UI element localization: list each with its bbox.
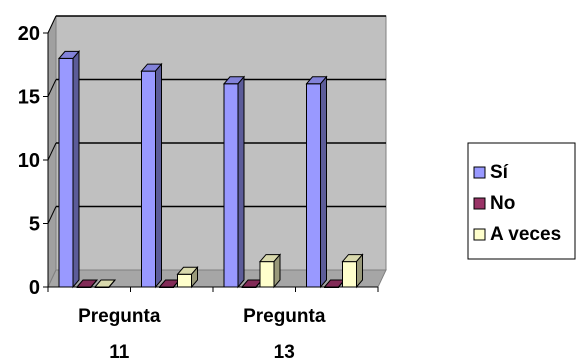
bar-side: [237, 75, 245, 289]
bar-0-3: [305, 75, 328, 289]
bar-2-1: [176, 265, 199, 289]
bar-2-3: [341, 253, 364, 289]
y-tick-label: 5: [29, 214, 40, 236]
gridline-diagonal: [47, 15, 57, 34]
bar-front: [58, 57, 74, 288]
bar-side: [90, 279, 98, 288]
gridline-diagonal: [47, 79, 57, 97]
bar-2-2: [258, 253, 282, 289]
bar-side: [191, 265, 198, 289]
y-axis-ticks: 0 5 10 15 20: [18, 23, 48, 299]
bar-0-2: [222, 75, 246, 289]
y-tick-label: 20: [18, 23, 40, 45]
gridline-diagonal: [47, 206, 57, 224]
legend-swatch-a-veces: [473, 228, 486, 241]
bar-front: [223, 83, 239, 288]
legend-swatch-si: [473, 166, 486, 179]
bar-front: [306, 83, 321, 288]
x-category-label: Pregunta: [243, 306, 326, 327]
legend: Sí No A veces: [467, 142, 576, 260]
bar-0-1: [140, 62, 163, 289]
legend-label-no: No: [490, 193, 515, 214]
bar-0-0: [57, 50, 81, 289]
bar-side: [72, 50, 80, 289]
bar-side: [155, 62, 162, 289]
x-axis-ticks: Pregunta 11 Pregunta 13: [47, 287, 379, 362]
bar-front: [177, 273, 192, 288]
x-category-label-line2: 13: [274, 342, 295, 362]
legend-box: [467, 142, 576, 260]
bar-front: [342, 261, 357, 288]
gridlines: [47, 15, 386, 224]
legend-swatch-no: [473, 197, 486, 210]
bar-side: [320, 75, 327, 289]
y-tick-label: 0: [29, 277, 40, 299]
bar-front: [141, 70, 156, 288]
bar-side: [356, 253, 363, 289]
y-tick-label: 10: [18, 150, 40, 172]
bar-side: [108, 279, 116, 288]
legend-label-a-veces: A veces: [490, 224, 561, 245]
x-category-label-line2: 11: [109, 342, 130, 362]
x-category-label: Pregunta: [78, 306, 161, 327]
legend-label-si: Sí: [490, 162, 509, 183]
bar-front: [259, 261, 275, 288]
gridline-diagonal: [47, 142, 57, 161]
bar-side: [273, 253, 281, 289]
y-tick-label: 15: [18, 87, 40, 109]
